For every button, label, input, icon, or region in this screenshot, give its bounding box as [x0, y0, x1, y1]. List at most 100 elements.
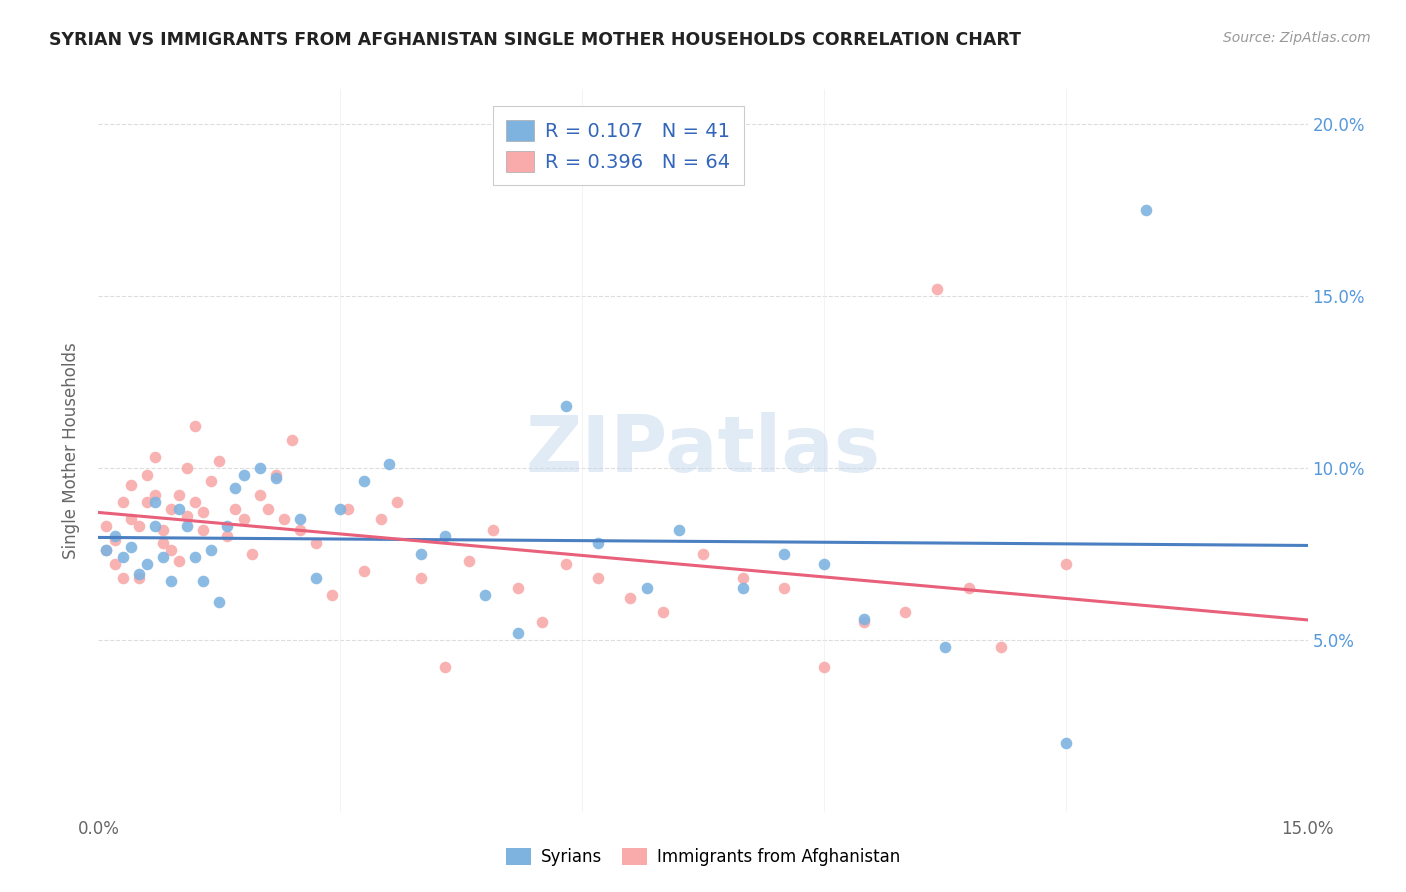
Point: [434, 660, 457, 674]
Legend: R = 0.107   N = 41, R = 0.396   N = 64: R = 0.107 N = 41, R = 0.396 N = 64: [492, 106, 744, 186]
Point: [184, 550, 207, 565]
Text: ZIPatlas: ZIPatlas: [526, 412, 880, 489]
Point: [281, 433, 304, 447]
Point: [120, 540, 142, 554]
Point: [200, 543, 222, 558]
Point: [193, 574, 215, 589]
Legend: Syrians, Immigrants from Afghanistan: Syrians, Immigrants from Afghanistan: [499, 841, 907, 873]
Point: [474, 588, 496, 602]
Point: [135, 557, 157, 571]
Point: [240, 547, 263, 561]
Point: [813, 557, 835, 571]
Point: [321, 588, 343, 602]
Point: [619, 591, 641, 606]
Point: [264, 471, 287, 485]
Point: [217, 529, 239, 543]
Point: [193, 523, 215, 537]
Point: [353, 564, 375, 578]
Point: [458, 553, 481, 567]
Point: [143, 495, 166, 509]
Point: [957, 581, 980, 595]
Point: [167, 553, 190, 567]
Point: [176, 519, 198, 533]
Point: [925, 282, 948, 296]
Point: [249, 460, 271, 475]
Point: [409, 571, 432, 585]
Point: [176, 508, 198, 523]
Point: [167, 502, 190, 516]
Point: [111, 550, 134, 565]
Point: [208, 595, 231, 609]
Point: [96, 519, 118, 533]
Point: [208, 454, 231, 468]
Point: [370, 512, 392, 526]
Point: [506, 581, 529, 595]
Point: [160, 574, 183, 589]
Point: [853, 615, 876, 630]
Point: [733, 571, 755, 585]
Point: [135, 495, 157, 509]
Point: [96, 543, 118, 558]
Point: [224, 502, 246, 516]
Point: [377, 457, 399, 471]
Point: [385, 495, 408, 509]
Point: [288, 512, 311, 526]
Point: [990, 640, 1012, 654]
Point: [305, 571, 328, 585]
Point: [893, 605, 915, 619]
Point: [120, 512, 142, 526]
Point: [586, 536, 609, 550]
Point: [772, 547, 794, 561]
Point: [1054, 736, 1077, 750]
Text: SYRIAN VS IMMIGRANTS FROM AFGHANISTAN SINGLE MOTHER HOUSEHOLDS CORRELATION CHART: SYRIAN VS IMMIGRANTS FROM AFGHANISTAN SI…: [49, 31, 1021, 49]
Point: [273, 512, 295, 526]
Point: [668, 523, 690, 537]
Point: [103, 529, 125, 543]
Point: [772, 581, 794, 595]
Point: [96, 543, 118, 558]
Point: [934, 640, 956, 654]
Point: [530, 615, 553, 630]
Point: [813, 660, 835, 674]
Point: [111, 571, 134, 585]
Point: [152, 536, 174, 550]
Point: [120, 478, 142, 492]
Point: [128, 571, 150, 585]
Point: [337, 502, 360, 516]
Point: [1054, 557, 1077, 571]
Point: [555, 557, 578, 571]
Point: [217, 519, 239, 533]
Y-axis label: Single Mother Households: Single Mother Households: [62, 343, 80, 558]
Point: [152, 523, 174, 537]
Point: [103, 533, 125, 547]
Point: [353, 475, 375, 489]
Point: [249, 488, 271, 502]
Point: [167, 488, 190, 502]
Point: [329, 502, 352, 516]
Point: [176, 460, 198, 475]
Point: [434, 529, 457, 543]
Point: [184, 419, 207, 434]
Point: [128, 519, 150, 533]
Point: [128, 567, 150, 582]
Point: [193, 505, 215, 519]
Text: Source: ZipAtlas.com: Source: ZipAtlas.com: [1223, 31, 1371, 45]
Point: [651, 605, 673, 619]
Point: [555, 399, 578, 413]
Point: [143, 519, 166, 533]
Point: [200, 475, 222, 489]
Point: [143, 488, 166, 502]
Point: [103, 557, 125, 571]
Point: [256, 502, 278, 516]
Point: [184, 495, 207, 509]
Point: [636, 581, 658, 595]
Point: [160, 502, 183, 516]
Point: [224, 481, 246, 495]
Point: [288, 523, 311, 537]
Point: [143, 450, 166, 465]
Point: [586, 571, 609, 585]
Point: [409, 547, 432, 561]
Point: [506, 625, 529, 640]
Point: [111, 495, 134, 509]
Point: [152, 550, 174, 565]
